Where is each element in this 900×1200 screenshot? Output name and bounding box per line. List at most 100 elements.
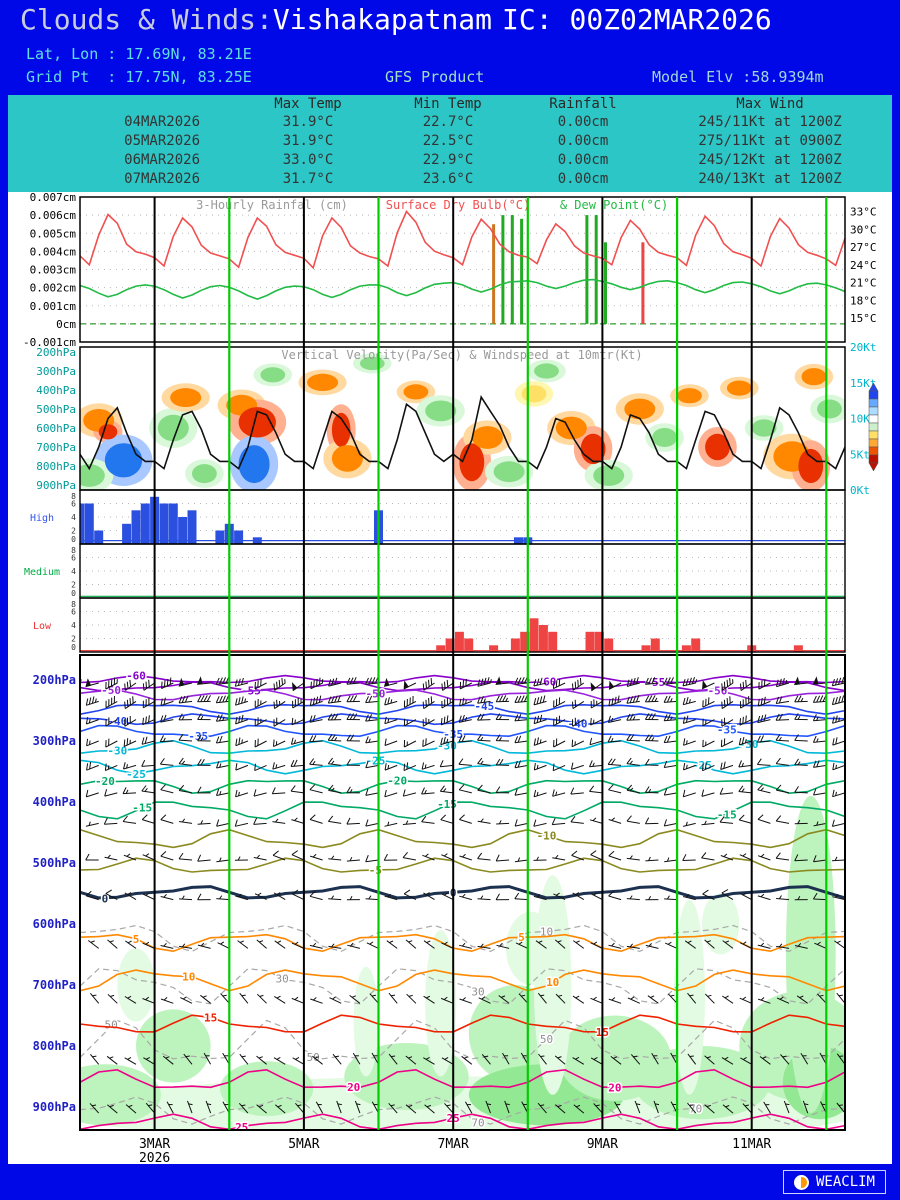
p1-title-drybulb: Surface Dry Bulb(°C) (386, 198, 531, 212)
cloud-bar (84, 503, 94, 544)
temp-contour-label: -50 (365, 687, 385, 700)
cloud-ytick: 0 (71, 643, 76, 652)
rh-contour-label: 30 (275, 973, 288, 986)
cloud-subpanel-medium: 86 4 20 Medium (24, 543, 846, 599)
row-date: 05MAR2026 (124, 133, 200, 149)
title-prefix: Clouds & Winds: (20, 3, 273, 36)
rh-contour-label: 70 (689, 1102, 702, 1115)
init-condition: IC: 00Z02MAR2026 (502, 3, 772, 36)
p2-right-tick: 0Kt (850, 484, 870, 497)
row-value: 22.7°C (422, 114, 474, 130)
rh-contour-label: 50 (540, 1033, 553, 1046)
p4-left-tick: 700hPa (33, 978, 76, 992)
table-row: 06MAR2026 33.0°C 22.9°C 0.00cm 245/12Kt at 1… (8, 151, 892, 170)
cloud-bar (168, 503, 178, 544)
temp-contour-label: 5 (518, 931, 525, 944)
cloud-ytick: 2 (71, 527, 76, 536)
rh-contour-label: 70 (471, 1116, 484, 1129)
row-date: 06MAR2026 (124, 152, 200, 168)
row-value: 240/13Kt at 1200Z (698, 171, 842, 187)
p1-right-tick: 24°C (850, 259, 877, 272)
cloud-ytick: 8 (71, 546, 76, 555)
cloud-bar (436, 645, 446, 652)
row-value: 31.7°C (282, 171, 334, 187)
table-col-header: Min Temp (414, 96, 482, 112)
cloud-ytick: 6 (71, 500, 76, 509)
cloud-bar (215, 530, 225, 544)
x-axis-year-label: 2026 (139, 1151, 170, 1166)
cloud-bar (131, 510, 141, 545)
p4-left-tick: 900hPa (33, 1100, 76, 1114)
temp-contour-label: -30 (107, 745, 127, 758)
page-title: Clouds & Winds:Vishakapatnam IC: 00Z02MAR… (20, 3, 772, 36)
p2-left-tick: 200hPa (36, 346, 76, 359)
p4-left-tick: 800hPa (33, 1039, 76, 1053)
table-col-header: Max Temp (274, 96, 342, 112)
table-row: 05MAR2026 31.9°C 22.5°C 0.00cm 275/11Kt at 0… (8, 132, 892, 151)
p1-right-tick: 21°C (850, 277, 877, 290)
cloud-bar (594, 631, 604, 652)
p1-right-tick: 33°C (850, 206, 877, 219)
rh-contour-label: 30 (471, 986, 484, 999)
p1-left-tick: 0.007cm (30, 191, 77, 204)
p2-vv-blobs (80, 353, 845, 490)
row-date: 07MAR2026 (124, 171, 200, 187)
row-value: 275/11Kt at 0900Z (698, 133, 842, 149)
x-axis-day-label: 9MAR (587, 1137, 618, 1152)
row-date: 04MAR2026 (124, 114, 200, 130)
temp-contour-label: -10 (537, 830, 557, 843)
temp-contour-label: 15 (204, 1011, 217, 1024)
temp-contour-label: -30 (739, 738, 759, 751)
temp-contour-label: 0 (102, 892, 109, 905)
model-elevation-label: Model Elv :58.9394m (652, 68, 824, 86)
brand-name: WEACLIM (815, 1174, 875, 1190)
cloud-ytick: 6 (71, 554, 76, 563)
p1-left-tick: 0.001cm (30, 300, 77, 313)
temp-contour-label: 10 (182, 970, 195, 983)
cloud-bar (489, 645, 499, 652)
temp-contour-label: -25 (365, 755, 385, 768)
cloud-ytick: 8 (71, 600, 76, 609)
row-value: 22.5°C (422, 133, 474, 149)
p4-temp-contours: -60-60-55-55-50-50-50-45-40-40-35-35-35-… (80, 668, 845, 1136)
cloud-bar (681, 645, 691, 652)
temp-contour-label: -15 (132, 801, 152, 814)
row-value: 0.00cm (557, 152, 609, 168)
p4-left-tick: 300hPa (33, 734, 76, 748)
temp-contour-label: -45 (474, 700, 494, 713)
cloud-group-label: High (30, 513, 54, 524)
p4-left-tick: 600hPa (33, 917, 76, 931)
p1-right-tick: 27°C (850, 241, 877, 254)
p1-left-tick: 0.004cm (30, 245, 77, 258)
temp-contour-label: 5 (133, 933, 140, 946)
panel1-left-axis: 0.007cm 0.006cm 0.005cm 0.004cm 0.003cm 0.002… (23, 191, 76, 349)
cloud-subpanel-high: 86 4 20 High (30, 489, 846, 545)
table-corner (8, 96, 238, 113)
station-name: Vishakapatnam (272, 3, 493, 36)
p1-left-tick: 0.002cm (30, 282, 77, 295)
p1-right-tick: 18°C (850, 294, 877, 307)
cloud-bar (140, 503, 150, 544)
p4-left-tick: 500hPa (33, 856, 76, 870)
p2-right-tick: 20Kt (850, 341, 877, 354)
rh-contour-label: 50 (104, 1018, 117, 1031)
p1-left-tick: 0.006cm (30, 209, 77, 222)
temp-contour-label: -15 (717, 808, 737, 821)
forecast-table: Max Temp Min Temp Rainfall Max Wind 04MAR202… (8, 95, 892, 192)
cloud-ytick: 0 (71, 535, 76, 544)
cloud-bar (793, 645, 803, 652)
p1-title-rain: 3-Hourly Rainfal (cm) (196, 198, 348, 212)
cloud-bar (641, 645, 651, 652)
p4-left-axis: 200hPa 300hPa 400hPa 500hPa 600hPa 700hPa 800h… (33, 673, 76, 1114)
cloud-bar (159, 503, 169, 544)
cloud-bar (548, 631, 558, 652)
x-axis-day-label: 3MAR (139, 1137, 170, 1152)
footer: WEACLIM (0, 1164, 900, 1200)
p2-right-tick: 15Kt (850, 377, 877, 390)
table-row: 07MAR2026 31.7°C 23.6°C 0.00cm 240/13Kt at 1… (8, 170, 892, 189)
cloud-ytick: 2 (71, 635, 76, 644)
p2-title: Vertical Velocity(Pa/Sec) & Windspeed at… (281, 348, 642, 362)
cloud-bar (538, 625, 548, 652)
p1-rain-bars (492, 215, 645, 324)
